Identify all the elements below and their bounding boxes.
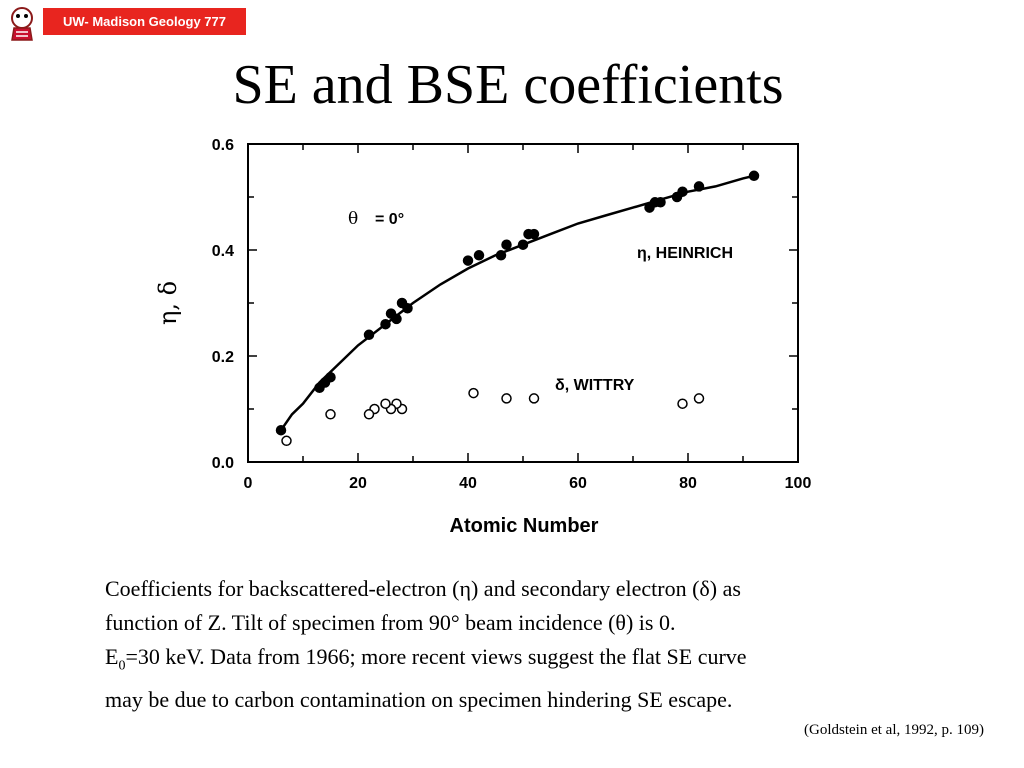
y-tick-label: 0.0 [212, 455, 234, 472]
heinrich-data-point [396, 297, 408, 309]
wittry-data-point [325, 409, 336, 420]
caption-line-3-text: =30 keV. Data from 1966; more recent vie… [125, 644, 747, 669]
theta-value: = 0° [375, 211, 404, 228]
citation: (Goldstein et al, 1992, p. 109) [804, 722, 984, 738]
y-tick-label: 0.4 [212, 243, 234, 260]
heinrich-data-point [473, 250, 485, 261]
caption-line-3: E0=30 keV. Data from 1966; more recent v… [105, 640, 965, 683]
figure-caption: Coefficients for backscattered-electron … [105, 572, 965, 717]
heinrich-data-point [523, 228, 534, 240]
wittry-data-point [281, 435, 292, 447]
x-tick-label: 20 [349, 475, 367, 492]
plot-frame [247, 143, 799, 463]
wittry-data-point [380, 398, 391, 409]
wittry-data-point [363, 409, 375, 420]
wittry-data-point [501, 393, 512, 404]
heinrich-data-point [462, 255, 474, 266]
caption-line-4: may be due to carbon contamination on sp… [105, 687, 733, 713]
heinrich-data-point [501, 239, 512, 250]
energy-subscript: 0 [118, 658, 126, 674]
slide-title: SE and BSE coefficients [232, 54, 784, 116]
caption-line-1: Coefficients for backscattered-electron … [105, 576, 741, 601]
x-tick-label: 0 [244, 475, 253, 492]
course-badge: UW- Madison Geology 777 [43, 8, 246, 35]
x-tick-label: 40 [459, 475, 477, 492]
x-tick-label: 100 [785, 475, 812, 492]
caption-line-2: function of Z. Tilt of specimen from 90°… [105, 610, 676, 635]
x-tick-label: 60 [569, 475, 587, 492]
energy-symbol: E [105, 644, 119, 669]
wittry-data-point [528, 393, 540, 404]
badger-logo-icon [11, 7, 33, 41]
coefficient-chart: 0.6 0.4 0.2 0.0 100 80 60 40 20 0 θ = 0° η, HEINR… [150, 128, 830, 548]
wittry-data-point [468, 387, 479, 399]
y-axis-label: η, δ [154, 281, 182, 325]
series-label-wittry: δ, WITTRY [555, 377, 635, 394]
heinrich-fit-curve [279, 174, 755, 431]
series-label-heinrich: η, HEINRICH [637, 245, 733, 262]
y-tick-label: 0.2 [212, 349, 234, 366]
y-tick-label: 0.6 [212, 137, 234, 154]
heinrich-data-point [385, 308, 397, 319]
x-tick-label: 80 [679, 475, 697, 492]
chart-canvas: 0.6 0.4 0.2 0.0 100 80 60 40 20 0 θ = 0° η, HEINR… [154, 137, 812, 537]
wittry-data-point [677, 398, 688, 409]
wittry-data-point [693, 393, 705, 404]
x-axis-label: Atomic Number [450, 515, 599, 537]
theta-symbol: θ [348, 209, 358, 229]
